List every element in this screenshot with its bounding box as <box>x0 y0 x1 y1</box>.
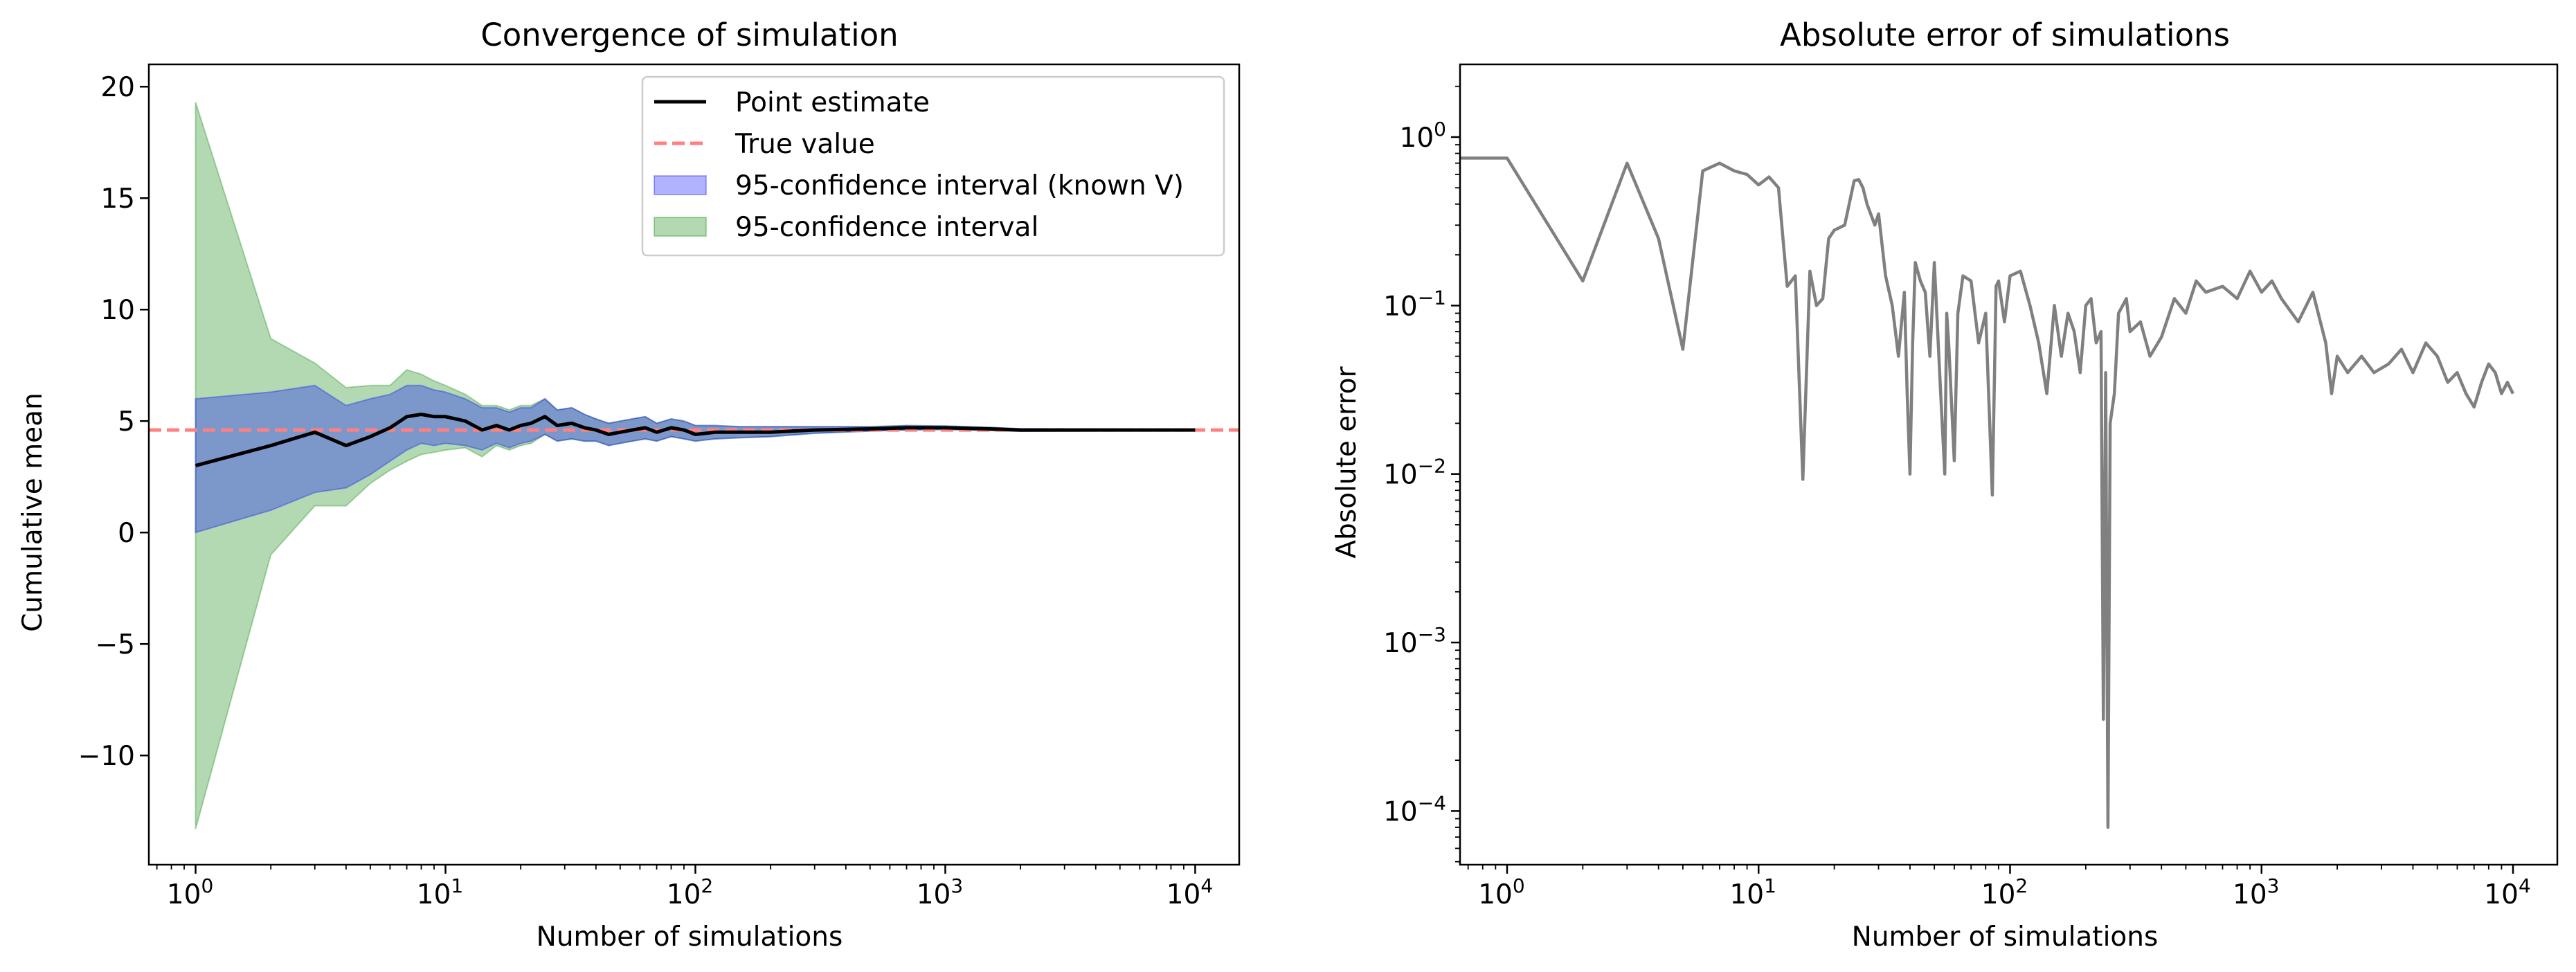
left-x-axis: 100 101 102 103 104 <box>156 865 1213 910</box>
left-chart-title: Convergence of simulation <box>480 17 898 53</box>
right-x-tick-label-base: 10 <box>1729 879 1764 910</box>
right-x-tick-label-exponent: 0 <box>1513 874 1525 897</box>
left-plot-area <box>149 102 1239 829</box>
legend-known-v-swatch <box>654 175 707 195</box>
left-x-tick-label: 101 <box>417 874 463 910</box>
left-chart-ylabel: Cumulative mean <box>17 393 48 632</box>
right-plot-frame <box>1459 63 2559 866</box>
left-x-tick-label-exponent: 3 <box>951 874 963 897</box>
right-x-tick-label: 100 <box>1478 874 1524 910</box>
legend-label-point-estimate: Point estimate <box>735 87 930 118</box>
right-y-tick-label-base: 10 <box>1383 460 1418 491</box>
absolute-error-line <box>1460 156 2515 829</box>
left-x-tick-label-base: 10 <box>1167 879 1201 910</box>
right-x-tick-label-base: 10 <box>2484 879 2519 910</box>
left-x-tick-label-exponent: 0 <box>201 874 213 897</box>
left-y-tick-label-base: 10 <box>100 295 135 326</box>
left-y-tick-label-base: 0 <box>118 518 135 549</box>
right-y-tick-label-base: 10 <box>1383 291 1418 322</box>
right-y-tick-label-exponent: −2 <box>1418 455 1446 478</box>
left-y-tick-label-base: 5 <box>118 406 135 438</box>
legend: Point estimate True value 95-confidence … <box>641 75 1225 257</box>
right-x-tick-label-exponent: 3 <box>2267 874 2280 897</box>
left-y-tick-label: −5 <box>96 629 136 660</box>
right-x-tick-label: 101 <box>1729 874 1776 910</box>
left-chart: Convergence of simulation Number of simu… <box>17 17 1241 953</box>
left-y-tick-label: −10 <box>78 741 135 772</box>
right-x-tick-label-exponent: 4 <box>2519 874 2531 897</box>
left-y-axis: 20 15 10 5 0 −5 −10 <box>78 72 149 772</box>
legend-frame <box>641 75 1225 257</box>
right-x-tick-label-exponent: 2 <box>2015 874 2028 897</box>
right-x-tick-label-base: 10 <box>1981 879 2016 910</box>
right-y-tick-label: 10−1 <box>1383 286 1446 322</box>
left-x-tick-label-base: 10 <box>167 879 201 910</box>
left-y-tick-label-base: −10 <box>78 741 135 772</box>
right-x-tick-label-exponent: 1 <box>1764 874 1776 897</box>
left-x-tick-label-exponent: 2 <box>701 874 713 897</box>
right-x-tick-label: 102 <box>1981 874 2028 910</box>
left-plot-frame <box>147 63 1241 866</box>
left-y-tick-label: 5 <box>118 406 135 438</box>
right-x-tick-label: 103 <box>2233 874 2279 910</box>
right-x-tick-label-base: 10 <box>1478 879 1513 910</box>
left-x-tick-label-exponent: 1 <box>451 874 463 897</box>
right-y-tick-label-exponent: −1 <box>1418 286 1446 309</box>
left-y-tick-label: 0 <box>118 518 135 549</box>
left-x-tick-label-base: 10 <box>667 879 701 910</box>
right-y-tick-label-base: 10 <box>1400 123 1434 154</box>
legend-interval-swatch <box>654 217 707 237</box>
left-x-tick-label: 104 <box>1167 874 1213 910</box>
right-y-tick-label: 10−4 <box>1383 791 1446 827</box>
left-x-tick-label-base: 10 <box>417 879 451 910</box>
left-x-tick-label-exponent: 4 <box>1200 874 1213 897</box>
right-chart-ylabel: Absolute error <box>1331 366 1362 558</box>
left-chart-xlabel: Number of simulations <box>537 921 843 953</box>
right-y-tick-label-base: 10 <box>1383 796 1418 827</box>
left-x-tick-label: 103 <box>917 874 963 910</box>
legend-label-true-value: True value <box>735 129 875 160</box>
right-chart-title: Absolute error of simulations <box>1780 17 2230 53</box>
right-chart-xlabel: Number of simulations <box>1852 921 2159 953</box>
right-y-tick-label-exponent: −3 <box>1418 623 1446 646</box>
left-y-tick-label-base: 15 <box>100 183 135 215</box>
left-y-tick-label: 10 <box>100 295 135 326</box>
point-estimate-line <box>195 413 1196 468</box>
left-y-tick-label-base: 20 <box>100 72 135 103</box>
right-y-tick-label-base: 10 <box>1383 628 1418 659</box>
right-chart: Absolute error of simulations Number of … <box>1331 17 2559 953</box>
right-y-tick-label-exponent: 0 <box>1434 118 1446 141</box>
left-x-tick-label: 100 <box>167 874 213 910</box>
legend-label-interval: 95-confidence interval <box>735 212 1038 243</box>
legend-label-known-v-interval: 95-confidence interval (known V) <box>735 170 1184 201</box>
right-y-tick-label: 100 <box>1400 118 1446 154</box>
right-y-tick-label-exponent: −4 <box>1418 791 1446 814</box>
left-x-tick-label: 102 <box>667 874 713 910</box>
right-plot-area <box>1460 156 2515 829</box>
right-y-tick-label: 10−3 <box>1383 623 1446 659</box>
left-y-tick-label-base: −5 <box>96 629 136 660</box>
right-x-tick-label-base: 10 <box>2233 879 2267 910</box>
right-x-tick-label: 104 <box>2484 874 2530 910</box>
left-x-tick-label-base: 10 <box>917 879 951 910</box>
left-y-tick-label: 15 <box>100 183 135 215</box>
left-y-tick-label: 20 <box>100 72 135 103</box>
right-y-tick-label: 10−2 <box>1383 455 1446 491</box>
right-x-axis: 100 101 102 103 104 <box>1467 865 2531 910</box>
